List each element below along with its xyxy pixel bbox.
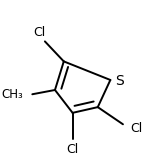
Text: Cl: Cl [66,143,79,157]
Text: Cl: Cl [131,122,143,135]
Text: CH₃: CH₃ [2,88,24,101]
Text: Cl: Cl [34,26,46,39]
Text: S: S [115,74,124,88]
